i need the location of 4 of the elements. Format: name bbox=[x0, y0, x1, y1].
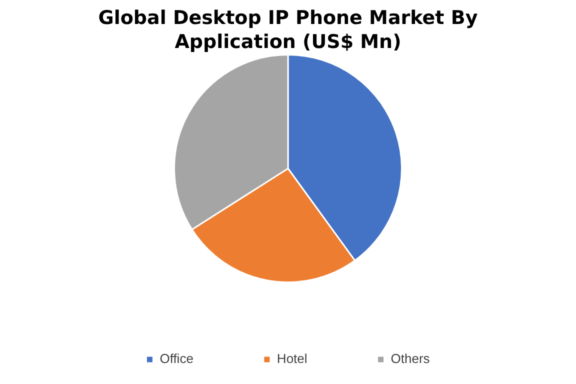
legend-label: Office bbox=[160, 351, 194, 366]
legend-label: Others bbox=[390, 351, 430, 366]
chart-title: Global Desktop IP Phone Market By Application (US$ Mn) bbox=[97, 6, 479, 54]
legend-label: Hotel bbox=[276, 351, 308, 366]
